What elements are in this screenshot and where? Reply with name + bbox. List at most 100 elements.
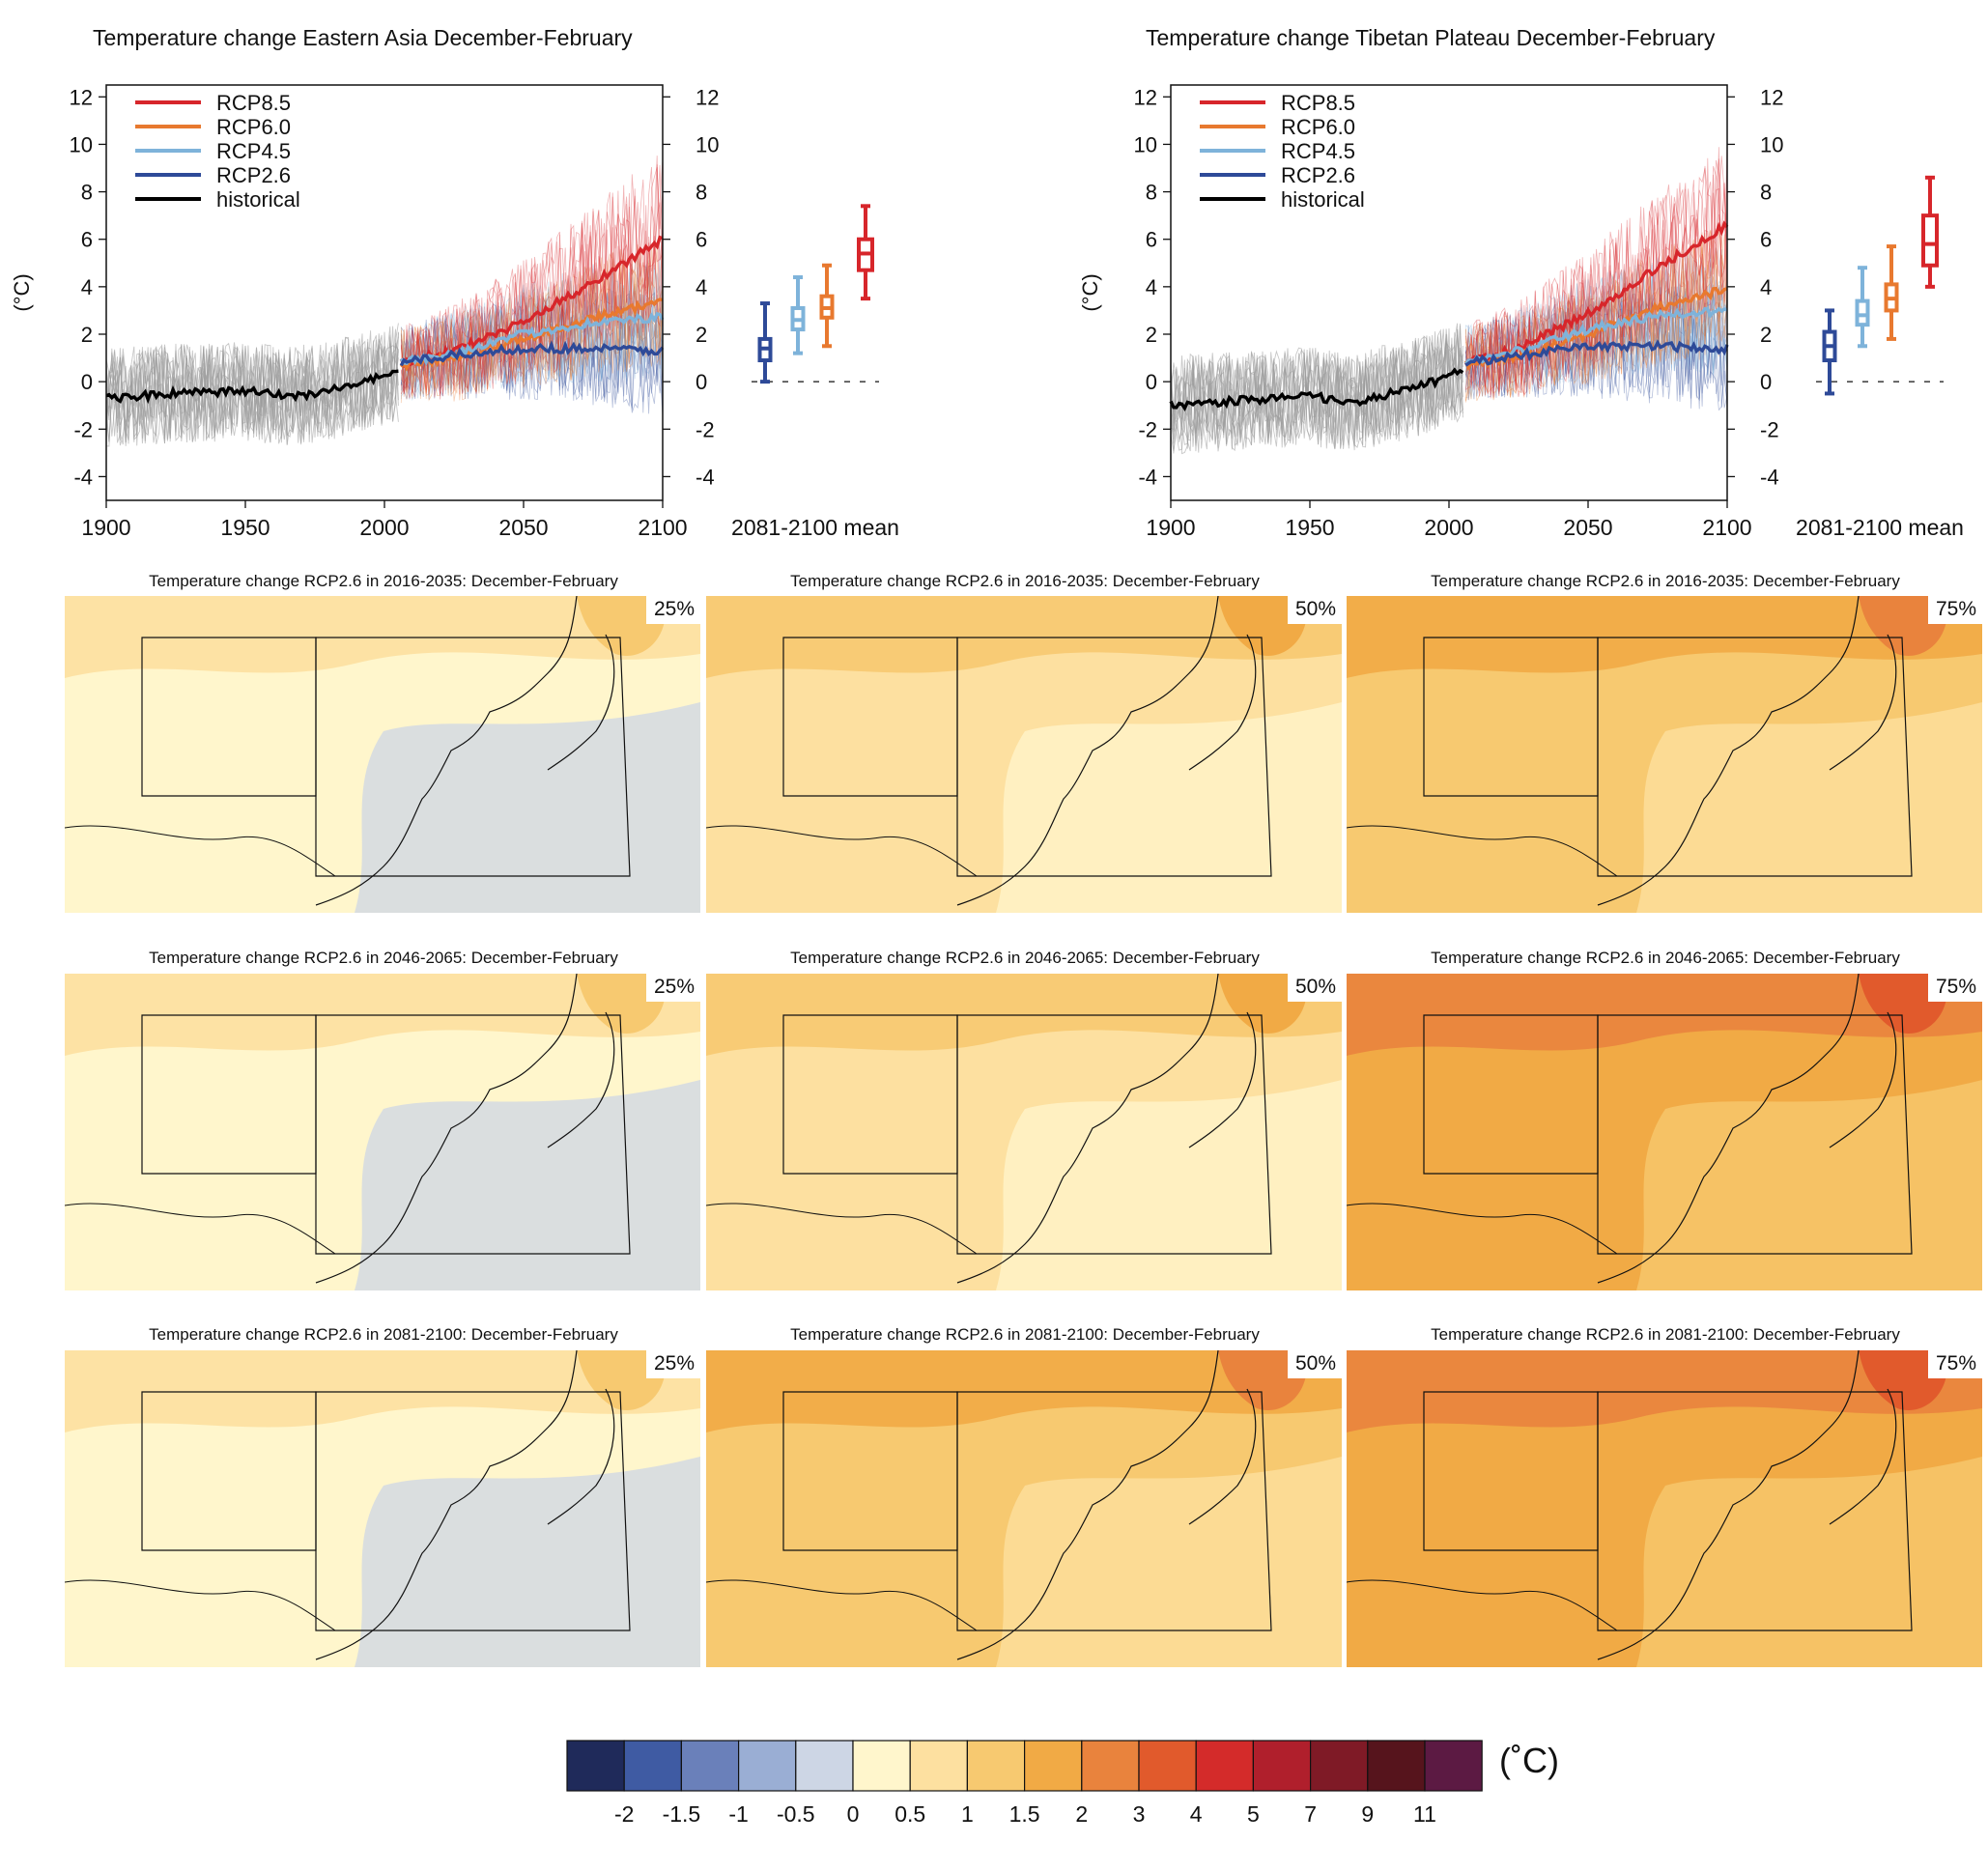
y-tick-label: -4 [696,465,715,489]
y-tick-label: 8 [696,181,707,205]
ensemble-line-historical [1170,337,1463,452]
boxplot-rcp45 [790,275,806,355]
map-field [706,1350,1342,1667]
map-field [1347,1350,1982,1667]
percentile-label: 50% [1287,596,1342,624]
map-title: Temperature change RCP2.6 in 2081-2100: … [149,1325,618,1344]
field-patch-southeast [355,1457,700,1667]
y-tick-label: -2 [696,417,715,441]
field-patch-southeast [1636,1080,1982,1290]
y-tick-label: 6 [696,228,707,252]
colorbar-label: 1.5 [1009,1801,1040,1827]
coastline-south [65,1579,336,1631]
colorbar-label: 2 [1075,1801,1088,1827]
field-patch-northeast [1218,596,1307,656]
field-patch-northeast [1859,596,1947,656]
field-patch-northeast [1859,974,1947,1034]
y-tick-label: 2 [1760,323,1772,347]
coastline-south [706,1579,978,1631]
ensemble-line-rcp26 [1464,285,1728,411]
coastline [315,1350,578,1660]
ensemble-line-rcp85 [400,184,664,394]
y-tick-label: -2 [1138,417,1157,441]
coastline-japan [547,1011,615,1148]
coastline [956,1350,1219,1660]
legend-label: historical [216,187,300,212]
series-line-rcp45 [399,311,665,367]
y-tick-label: 2 [81,323,93,347]
region-box-eastern-asia [956,1391,1272,1631]
boxplot-rcp85 [857,204,874,301]
field-patch-northeast [1218,974,1307,1034]
colorbar-swatch [1138,1740,1197,1792]
map-panel: 25% [65,596,700,913]
y-tick-label: -2 [1760,417,1779,441]
ensemble-line-rcp45 [1465,253,1728,398]
coastline [956,974,1219,1284]
map-panel: 75% [1347,974,1982,1290]
box [1921,213,1939,268]
region-box-eastern-asia [315,1014,631,1255]
coastline-south [706,1203,978,1255]
box [1855,298,1870,327]
boxplot-rcp60 [1884,244,1899,341]
y-tick-label: 6 [1146,228,1157,252]
ensemble-line-rcp26 [400,293,664,411]
percentile-label: 75% [1927,596,1982,624]
ensemble-line-rcp85 [1464,183,1728,396]
ensemble-line-rcp26 [400,292,664,402]
y-tick-label: 4 [81,275,93,299]
x-tick-label: 1900 [81,515,130,540]
map-field [706,596,1342,913]
ensemble-line-rcp26 [400,292,664,416]
x-tick-label: 2100 [638,515,687,540]
ensemble-line-rcp45 [400,255,664,400]
map-field [1347,596,1982,913]
coastline [956,596,1219,906]
y-tick-label: 4 [696,275,707,299]
map-panel: 25% [65,974,700,1290]
colorbar-swatch [1195,1740,1255,1792]
region-box-eastern-asia [956,1014,1272,1255]
map-title: Temperature change RCP2.6 in 2016-2035: … [149,572,618,590]
colorbar-label: -0.5 [777,1801,815,1827]
legend-label: RCP8.5 [216,91,291,115]
y-tick-label: 6 [81,228,93,252]
colorbar-swatch [623,1740,683,1792]
coastline [315,974,578,1284]
colorbar-label: 7 [1304,1801,1317,1827]
ensemble-line-rcp26 [1464,286,1728,410]
colorbar-swatch [1252,1740,1312,1792]
mean-lines [1169,220,1729,412]
coastline-japan [547,1388,615,1525]
ensemble-line-rcp45 [1464,257,1728,393]
percentile-label: 25% [645,974,700,1002]
field-patch-northeast [1859,1350,1947,1410]
y-tick-label: -4 [1138,465,1157,489]
y-tick-label: 8 [81,181,93,205]
map-field [65,596,700,913]
y-tick-label: 10 [1760,132,1783,156]
y-tick-label: 0 [1146,370,1157,394]
coastline-japan [1829,1388,1897,1525]
y-tick-label: 2 [1146,323,1157,347]
map-title: Temperature change RCP2.6 in 2046-2065: … [1431,949,1900,967]
y-tick-label: 12 [1134,85,1157,109]
map-field [706,974,1342,1290]
y-tick-label: -4 [73,465,93,489]
coastline-japan [547,634,615,771]
map-field [65,1350,700,1667]
colorbar-label: 0.5 [895,1801,925,1827]
coastline [1597,596,1860,906]
colorbar-swatch [852,1740,911,1792]
colorbar-swatch [738,1740,797,1792]
colorbar-label: 11 [1413,1801,1436,1827]
y-tick-label: 2 [696,323,707,347]
colorbar-swatch [680,1740,740,1792]
series-line-rcp85 [399,235,664,369]
ensemble-line-rcp60 [1464,248,1728,398]
coastline [315,596,578,906]
field-patch-southeast [996,702,1342,913]
boxplot-label: 2081-2100 mean [731,515,899,540]
boxplot-rcp85 [1921,175,1939,289]
